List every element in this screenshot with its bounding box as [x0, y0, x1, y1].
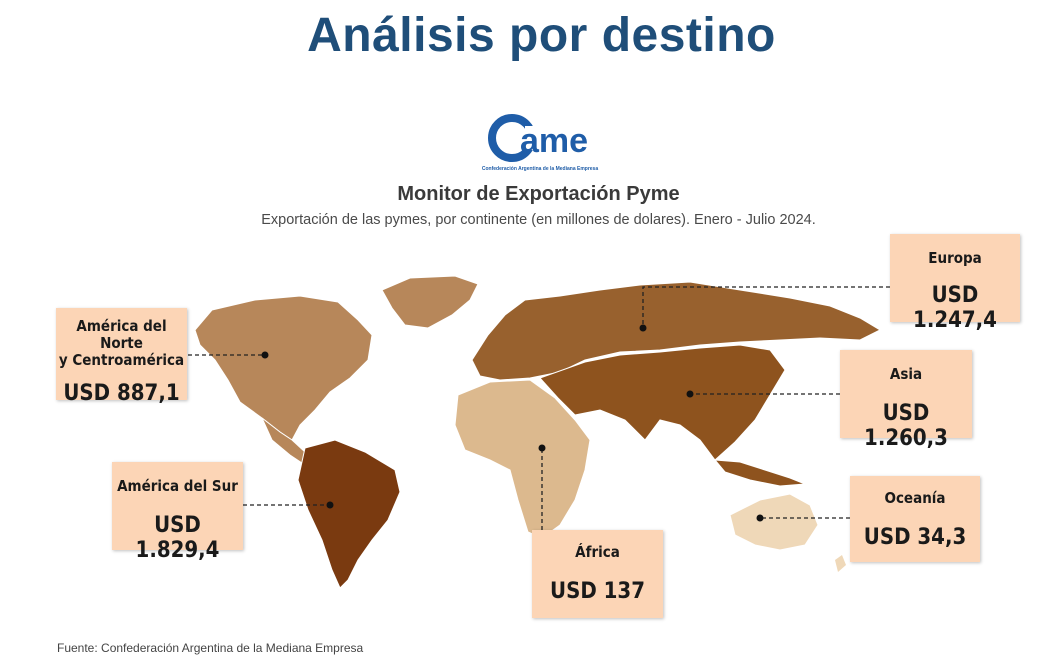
card-africa-value: USD 137	[550, 579, 645, 604]
marker-north-america	[261, 351, 269, 359]
leader-europe	[642, 286, 890, 328]
page-title: Análisis por destino	[307, 9, 776, 62]
marker-oceania	[756, 514, 764, 522]
card-asia-name: Asia	[889, 365, 923, 383]
region-north-america-shape	[194, 295, 373, 441]
svg-text:ame: ame	[520, 122, 588, 160]
card-asia-value: USD 1.260,3	[864, 401, 948, 451]
card-north-america-value: USD 887,1	[63, 381, 180, 406]
southeast-asia-shape	[713, 459, 806, 487]
came-logo: ame	[488, 114, 588, 162]
new-zealand-shape	[835, 555, 846, 572]
region-asia-shape	[539, 344, 786, 461]
card-africa-name: África	[575, 543, 620, 561]
card-oceania-value: USD 34,3	[863, 525, 967, 550]
card-europe-name: Europa	[928, 249, 982, 267]
region-africa-shape	[454, 379, 591, 539]
greenland-shape	[381, 275, 479, 329]
marker-south-america	[326, 501, 334, 509]
card-north-america-name: América del Norte y Centroamérica	[58, 317, 185, 369]
card-asia: Asia USD 1.260,3	[840, 350, 972, 451]
source-footer: Fuente: Confederación Argentina de la Me…	[57, 641, 364, 655]
marker-europe	[639, 324, 647, 332]
card-south-america: América del Sur USD 1.829,4	[112, 462, 243, 563]
marker-asia	[686, 390, 694, 398]
card-africa: África USD 137	[532, 530, 663, 618]
region-south-america-shape	[297, 439, 401, 589]
chart-subtitle: Exportación de las pymes, por continente…	[261, 212, 816, 228]
card-europe-value: USD 1.247,4	[913, 283, 997, 333]
card-oceania: Oceanía USD 34,3	[850, 476, 980, 562]
card-south-america-name: América del Sur	[117, 477, 238, 495]
marker-africa	[538, 444, 546, 452]
card-north-america: América del Norte y Centroamérica USD 88…	[56, 308, 187, 406]
logo-caption: Confederación Argentina de la Mediana Em…	[481, 166, 599, 172]
card-europe: Europa USD 1.247,4	[890, 234, 1020, 333]
card-oceania-name: Oceanía	[884, 489, 946, 507]
region-oceania-shape	[729, 493, 819, 551]
card-south-america-value: USD 1.829,4	[135, 513, 220, 563]
chart-title: Monitor de Exportación Pyme	[397, 183, 680, 205]
